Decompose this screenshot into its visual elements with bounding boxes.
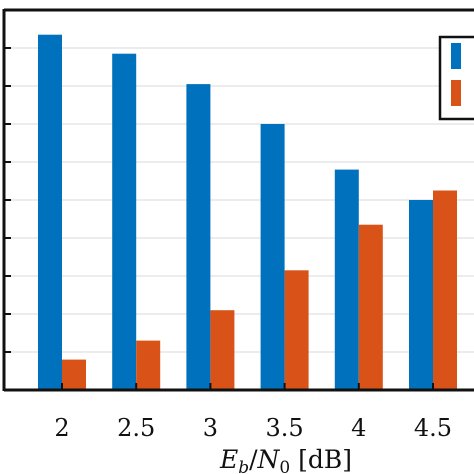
y-ticks bbox=[4, 47, 434, 390]
legend-swatch-series-1 bbox=[451, 43, 461, 69]
bar-series-1-4 bbox=[334, 169, 359, 390]
x-tick-label: 2 bbox=[54, 414, 69, 442]
x-tick-labels: 2 2.5 3 3.5 4 4.5 bbox=[54, 414, 452, 442]
bar-series-2-3 bbox=[210, 310, 235, 390]
x-tick-label: 3.5 bbox=[266, 414, 304, 442]
bars bbox=[38, 34, 457, 390]
x-tick-label: 4 bbox=[351, 414, 366, 442]
bar-series-1-3.5 bbox=[260, 124, 285, 390]
bar-series-1-2 bbox=[38, 34, 62, 390]
x-tick-label: 3 bbox=[203, 414, 218, 442]
bar-series-2-2.5 bbox=[136, 340, 161, 390]
bar-series-2-4 bbox=[358, 224, 383, 390]
x-tick-label: 2.5 bbox=[117, 414, 155, 442]
legend bbox=[438, 35, 474, 121]
grid-lines bbox=[4, 47, 474, 353]
legend-swatch-series-2 bbox=[451, 80, 461, 106]
bar-series-2-2 bbox=[62, 359, 86, 390]
bar-series-2-3.5 bbox=[284, 270, 309, 390]
bar-series-1-3 bbox=[186, 84, 211, 390]
bar-series-1-2.5 bbox=[112, 53, 137, 390]
bar-series-1-4.5 bbox=[409, 200, 433, 390]
x-axis-label: Eb/N0 [dB] bbox=[219, 445, 352, 474]
x-tick-label: 4.5 bbox=[414, 414, 452, 442]
bar-series-2-4.5 bbox=[433, 190, 457, 390]
